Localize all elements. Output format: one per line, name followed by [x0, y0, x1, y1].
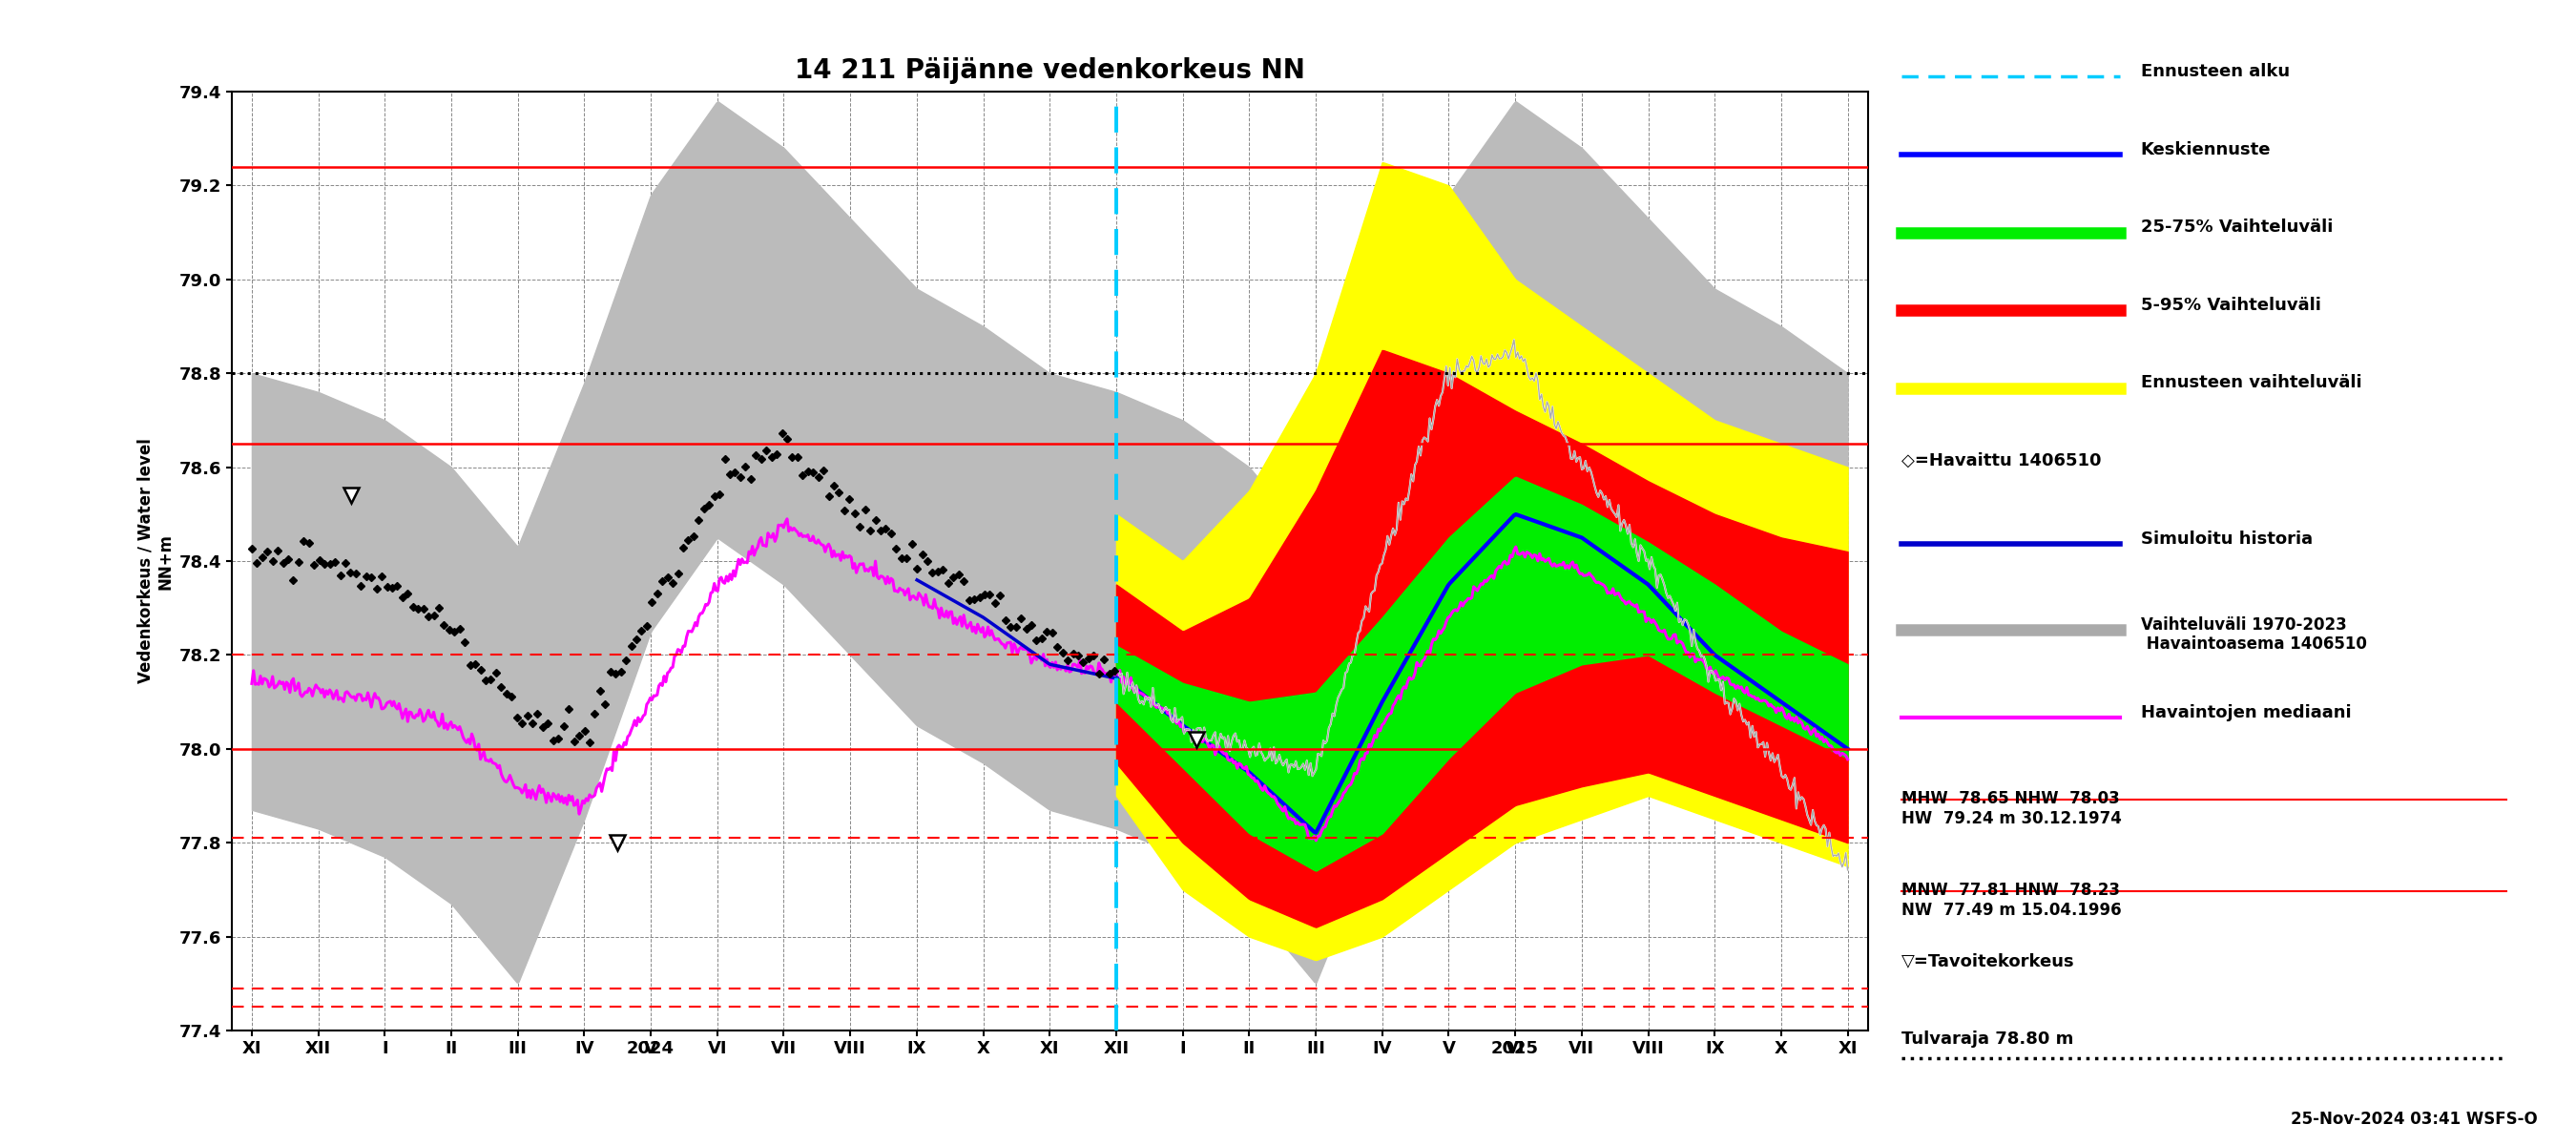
Text: ▽=Tavoitekorkeus: ▽=Tavoitekorkeus [1901, 953, 2074, 970]
Text: Ennusteen alku: Ennusteen alku [2141, 63, 2290, 80]
Text: 25-75% Vaihteluväli: 25-75% Vaihteluväli [2141, 219, 2334, 236]
Title: 14 211 Päijänne vedenkorkeus NN: 14 211 Päijänne vedenkorkeus NN [793, 57, 1306, 84]
Text: Vaihteluväli 1970-2023
 Havaintoasema 1406510: Vaihteluväli 1970-2023 Havaintoasema 140… [2141, 616, 2367, 653]
Text: MNW  77.81 HNW  78.23
NW  77.49 m 15.04.1996: MNW 77.81 HNW 78.23 NW 77.49 m 15.04.199… [1901, 882, 2120, 918]
Text: Havaintojen mediaani: Havaintojen mediaani [2141, 704, 2352, 721]
Text: ◇=Havaittu 1406510: ◇=Havaittu 1406510 [1901, 452, 2102, 469]
Y-axis label: Vedenkorkeus / Water level
NN+m: Vedenkorkeus / Water level NN+m [137, 439, 175, 684]
Text: Keskiennuste: Keskiennuste [2141, 141, 2272, 158]
Text: MHW  78.65 NHW  78.03
HW  79.24 m 30.12.1974: MHW 78.65 NHW 78.03 HW 79.24 m 30.12.197… [1901, 790, 2123, 827]
Text: 5-95% Vaihteluväli: 5-95% Vaihteluväli [2141, 297, 2321, 314]
Text: Tulvaraja 78.80 m: Tulvaraja 78.80 m [1901, 1030, 2074, 1048]
Text: 2025: 2025 [1492, 1040, 1538, 1057]
Text: Simuloitu historia: Simuloitu historia [2141, 530, 2313, 547]
Text: 2024: 2024 [626, 1040, 675, 1057]
Text: 25-Nov-2024 03:41 WSFS-O: 25-Nov-2024 03:41 WSFS-O [2290, 1111, 2537, 1128]
Text: Ennusteen vaihteluväli: Ennusteen vaihteluväli [2141, 374, 2362, 392]
